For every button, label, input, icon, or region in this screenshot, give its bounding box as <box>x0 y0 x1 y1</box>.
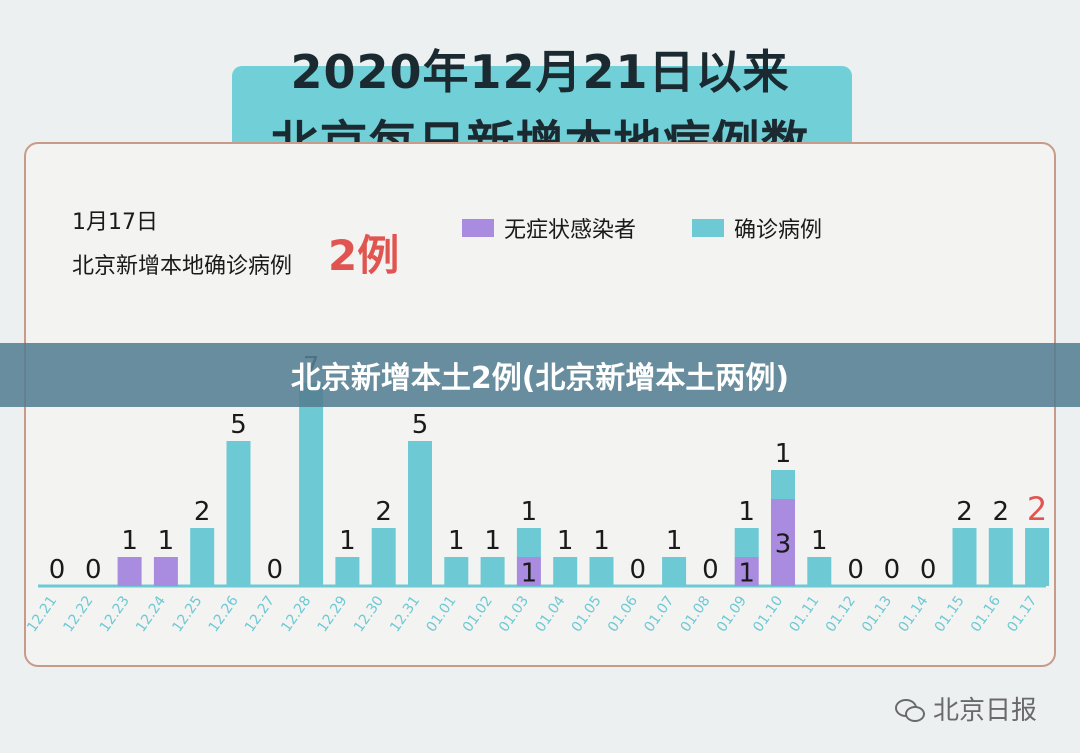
data-label-total: 1 <box>121 526 138 556</box>
legend-label-asymptomatic: 无症状感染者 <box>504 218 637 243</box>
bar-asymptomatic <box>117 557 142 586</box>
data-label-total: 1 <box>666 526 683 556</box>
legend-label-confirmed: 确诊病例 <box>734 218 823 243</box>
data-label-total: 2 <box>1027 490 1047 528</box>
x-tick-label: 12.26 <box>206 593 242 635</box>
x-tick-label: 01.16 <box>968 593 1004 635</box>
summary-date: 1月17日 <box>72 210 158 235</box>
data-label-total: 2 <box>194 497 211 527</box>
data-label-total: 5 <box>230 410 247 440</box>
watermark-text: 北京日报 <box>933 696 1038 726</box>
data-label-total: 1 <box>557 526 574 556</box>
bar-asymptomatic <box>771 499 795 586</box>
data-label-asymptomatic: 1 <box>521 559 538 589</box>
bar-confirmed <box>952 528 977 586</box>
data-label-total: 1 <box>593 526 610 556</box>
data-label-asymptomatic: 3 <box>775 530 792 560</box>
x-tick-label: 01.15 <box>932 593 968 635</box>
x-tick-label: 01.17 <box>1004 593 1040 635</box>
x-tick-label: 12.29 <box>315 593 351 635</box>
x-tick-label: 12.24 <box>133 593 169 635</box>
data-label-total: 0 <box>630 555 647 585</box>
watermark: 北京日报 <box>895 690 1037 727</box>
x-tick-label: 12.28 <box>278 593 314 635</box>
x-tick-label: 12.31 <box>387 593 423 635</box>
data-label-total: 0 <box>267 555 284 585</box>
x-tick-label: 12.22 <box>60 593 96 635</box>
x-tick-label: 12.30 <box>351 593 387 635</box>
data-label-total: 1 <box>339 526 356 556</box>
data-label-total: 1 <box>158 526 175 556</box>
bar-confirmed <box>771 470 795 499</box>
x-tick-label: 12.25 <box>169 593 205 635</box>
x-tick-label: 01.06 <box>605 593 641 635</box>
x-tick-label: 01.10 <box>750 593 786 635</box>
bar-asymptomatic <box>734 557 759 586</box>
data-label-total: 1 <box>484 526 501 556</box>
data-label-asymptomatic: 1 <box>738 559 755 589</box>
bar-confirmed <box>1025 528 1050 586</box>
x-tick-label: 01.14 <box>895 593 931 635</box>
bar-confirmed <box>444 557 469 586</box>
bar-confirmed <box>516 528 541 557</box>
x-tick-label: 12.27 <box>242 593 278 635</box>
x-tick-label: 12.23 <box>97 593 133 635</box>
x-tick-label: 01.09 <box>714 593 750 635</box>
data-label-total: 0 <box>847 555 864 585</box>
data-label-confirmed: 1 <box>775 439 792 469</box>
banner-text: 北京新增本土2例(北京新增本土两例) <box>290 361 790 396</box>
bar-confirmed <box>734 528 759 557</box>
x-tick-label: 01.02 <box>460 593 496 635</box>
data-label-total: 2 <box>956 497 973 527</box>
wechat-icon <box>895 697 925 722</box>
bar-confirmed <box>408 441 432 586</box>
data-label-total: 0 <box>85 555 102 585</box>
bar-confirmed <box>190 528 215 586</box>
data-label-total: 2 <box>375 497 392 527</box>
caption-banner: 北京新增本土2例(北京新增本土两例) <box>0 343 1080 407</box>
data-label-confirmed: 1 <box>738 497 755 527</box>
bar-confirmed <box>662 557 687 586</box>
bar-asymptomatic <box>516 557 541 586</box>
bar-confirmed <box>226 441 251 586</box>
bar-confirmed <box>480 557 505 586</box>
x-tick-label: 12.21 <box>24 593 60 635</box>
x-tick-label: 01.13 <box>859 593 895 635</box>
chart-title-line1: 2020年12月21日以来 <box>290 45 790 99</box>
x-tick-label: 01.12 <box>823 593 859 635</box>
legend-swatch-asymptomatic <box>462 219 494 237</box>
data-label-total: 2 <box>993 497 1010 527</box>
bar-confirmed <box>988 528 1013 586</box>
summary-value: 2例 <box>328 231 400 280</box>
summary-label: 北京新增本地确诊病例 <box>72 254 293 279</box>
data-label-total: 0 <box>920 555 937 585</box>
bar-confirmed <box>371 528 396 586</box>
bar-confirmed <box>335 557 360 586</box>
legend-item-asymptomatic: 无症状感染者 <box>462 212 636 244</box>
bar-confirmed <box>299 383 324 586</box>
x-tick-label: 01.01 <box>423 593 459 635</box>
data-label-total: 0 <box>884 555 901 585</box>
data-label-total: 0 <box>702 555 719 585</box>
data-label-total: 5 <box>412 410 429 440</box>
data-label-confirmed: 1 <box>521 497 538 527</box>
x-tick-label: 01.03 <box>496 593 532 635</box>
data-label-total: 1 <box>448 526 465 556</box>
x-tick-label: 01.07 <box>641 593 677 635</box>
x-tick-label: 01.04 <box>532 593 568 635</box>
x-tick-label: 01.05 <box>569 593 605 635</box>
data-label-total: 1 <box>811 526 828 556</box>
legend-swatch-confirmed <box>692 219 724 237</box>
bar-confirmed <box>589 557 614 586</box>
bar-confirmed <box>807 557 832 586</box>
x-tick-label: 01.08 <box>678 593 714 635</box>
legend-item-confirmed: 确诊病例 <box>692 212 822 244</box>
bar-asymptomatic <box>153 557 178 586</box>
data-label-total: 0 <box>49 555 66 585</box>
bar-confirmed <box>553 557 578 586</box>
x-tick-label: 01.11 <box>786 593 822 635</box>
